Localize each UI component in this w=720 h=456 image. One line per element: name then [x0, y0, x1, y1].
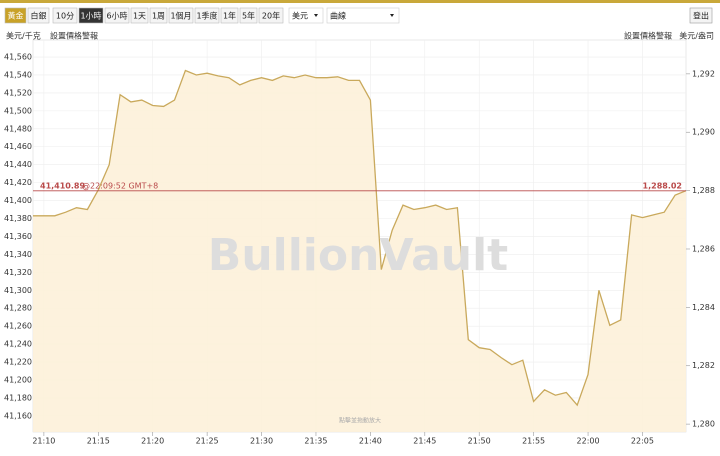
toolbar-button-label[interactable]: 1季度	[196, 11, 217, 21]
x-tick-label: 21:55	[522, 437, 545, 446]
current-price-y2-label: 1,288.02	[643, 181, 682, 190]
toolbar-button[interactable]	[239, 7, 258, 24]
y2-tick-label: 1,282	[692, 361, 715, 370]
x-tick-label: 21:25	[196, 437, 219, 446]
y-tick-label: 41,220	[4, 358, 32, 367]
toolbar-button-label[interactable]: 20年	[262, 11, 280, 21]
toolbar-button[interactable]	[4, 7, 27, 24]
y-tick-label: 41,240	[4, 340, 32, 349]
y2-tick-label: 1,286	[692, 244, 715, 253]
dropdown-arrow	[314, 14, 318, 17]
y-tick-label: 41,180	[4, 393, 32, 402]
y-tick-label: 41,260	[4, 322, 32, 331]
toolbar-button-label[interactable]: 5年	[242, 11, 255, 21]
toolbar-button[interactable]	[258, 7, 284, 24]
y-tick-label: 41,460	[4, 142, 32, 151]
y-tick-label: 41,300	[4, 286, 32, 295]
toolbar-button[interactable]	[220, 7, 239, 24]
toolbar-button-label[interactable]: 1年	[223, 11, 236, 21]
toolbar-button[interactable]	[194, 7, 220, 24]
logout-button[interactable]	[689, 7, 713, 24]
y-tick-label: 41,200	[4, 375, 32, 384]
dropdown[interactable]	[288, 7, 324, 24]
toolbar-button[interactable]	[149, 7, 168, 24]
current-time-label: @22:09:52 GMT+8	[82, 181, 158, 190]
toolbar-button-label[interactable]: 黃金	[8, 11, 24, 21]
y-tick-label: 41,380	[4, 214, 32, 223]
y-axis-label: 美元/千克	[6, 31, 41, 41]
y-tick-label: 41,440	[4, 160, 32, 169]
y-tick-label: 41,160	[4, 411, 32, 420]
price-alert-link[interactable]: 設置價格警報	[624, 31, 672, 41]
toolbar-button[interactable]	[168, 7, 194, 24]
top-strip	[0, 0, 720, 3]
logout-label[interactable]: 登出	[693, 11, 709, 21]
y2-tick-label: 1,292	[692, 69, 715, 78]
y2-tick-label: 1,288	[692, 186, 715, 195]
x-tick-label: 21:15	[87, 437, 110, 446]
y-tick-label: 41,420	[4, 178, 32, 187]
dropdown-label[interactable]: 曲線	[330, 11, 346, 21]
y2-axis-label: 美元/盎司	[679, 31, 714, 41]
toolbar-button-label[interactable]: 白銀	[31, 11, 47, 21]
x-tick-label: 21:20	[141, 437, 164, 446]
y-tick-label: 41,320	[4, 268, 32, 277]
toolbar-button-label[interactable]: 1小時	[80, 12, 101, 21]
y-tick-label: 41,340	[4, 250, 32, 259]
toolbar-button-label[interactable]: 6小時	[106, 12, 127, 21]
y-tick-label: 41,400	[4, 196, 32, 205]
current-price-label: 41,410.89	[40, 181, 85, 190]
price-line	[33, 69, 687, 407]
x-tick-label: 21:10	[32, 437, 55, 446]
y-tick-label: 41,520	[4, 88, 32, 97]
watermark: BullionVault	[208, 230, 508, 281]
toolbar-button[interactable]	[52, 7, 78, 24]
y2-tick-label: 1,284	[692, 303, 715, 312]
y2-tick-label: 1,280	[692, 420, 715, 429]
y-tick-label: 41,280	[4, 304, 32, 313]
area	[33, 70, 686, 432]
toolbar-button-label[interactable]: 1天	[133, 12, 146, 21]
y-tick-label: 41,540	[4, 70, 32, 79]
toolbar-button[interactable]	[78, 7, 104, 24]
dropdown-label[interactable]: 美元	[292, 11, 308, 21]
toolbar-button[interactable]	[27, 7, 50, 24]
toolbar-button-label[interactable]: 10分	[56, 12, 74, 21]
x-tick-label: 21:35	[304, 437, 327, 446]
toolbar-button-label[interactable]: 1個月	[170, 11, 191, 21]
x-tick-label: 21:50	[468, 437, 491, 446]
toolbar-button[interactable]	[104, 7, 130, 24]
y2-tick-label: 1,290	[692, 128, 715, 137]
toolbar-button[interactable]	[130, 7, 149, 24]
y-tick-label: 41,360	[4, 232, 32, 241]
toolbar-button-label[interactable]: 1周	[152, 12, 165, 21]
dropdown[interactable]	[326, 7, 400, 24]
y-tick-label: 41,480	[4, 124, 32, 133]
zoom-hint: 點擊並拖動放大	[339, 417, 381, 425]
x-tick-label: 22:05	[631, 437, 654, 446]
y-tick-label: 41,500	[4, 106, 32, 115]
x-tick-label: 21:40	[359, 437, 382, 446]
x-tick-label: 21:45	[413, 437, 436, 446]
y-tick-label: 41,560	[4, 53, 32, 62]
x-tick-label: 21:30	[250, 437, 273, 446]
dropdown-arrow	[390, 14, 394, 17]
price-alert-link[interactable]: 設置價格警報	[50, 31, 98, 41]
x-tick-label: 22:00	[577, 437, 600, 446]
